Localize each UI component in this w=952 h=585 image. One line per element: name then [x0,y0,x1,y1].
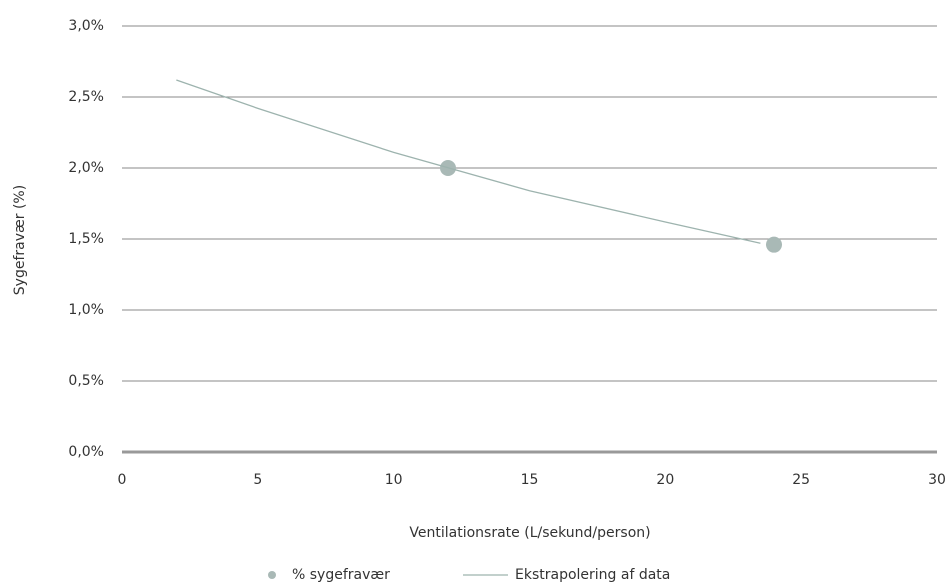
data-point [766,236,782,253]
x-tick-label: 15 [521,472,539,488]
x-tick-label: 30 [928,472,946,488]
x-tick-label: 25 [792,472,810,488]
x-tick-label: 5 [253,472,262,488]
legend-label: % sygefravær [292,567,390,583]
y-tick-label: 1,0% [68,302,104,318]
x-tick-label: 20 [656,472,674,488]
x-tick-label: 10 [385,472,403,488]
y-tick-label: 1,5% [68,231,104,247]
trend-line [176,79,761,244]
y-tick-label: 2,5% [68,89,104,105]
y-tick-label: 0,5% [68,373,104,389]
y-tick-label: 2,0% [68,160,104,176]
legend-marker [268,571,276,579]
y-tick-label: 0,0% [68,444,104,460]
x-axis-label: Ventilationsrate (L/sekund/person) [409,525,650,541]
legend-label: Ekstrapolering af data [515,567,670,583]
y-tick-label: 3,0% [68,18,104,34]
y-axis-label: Sygefravær (%) [12,185,28,295]
x-tick-label: 0 [118,472,127,488]
